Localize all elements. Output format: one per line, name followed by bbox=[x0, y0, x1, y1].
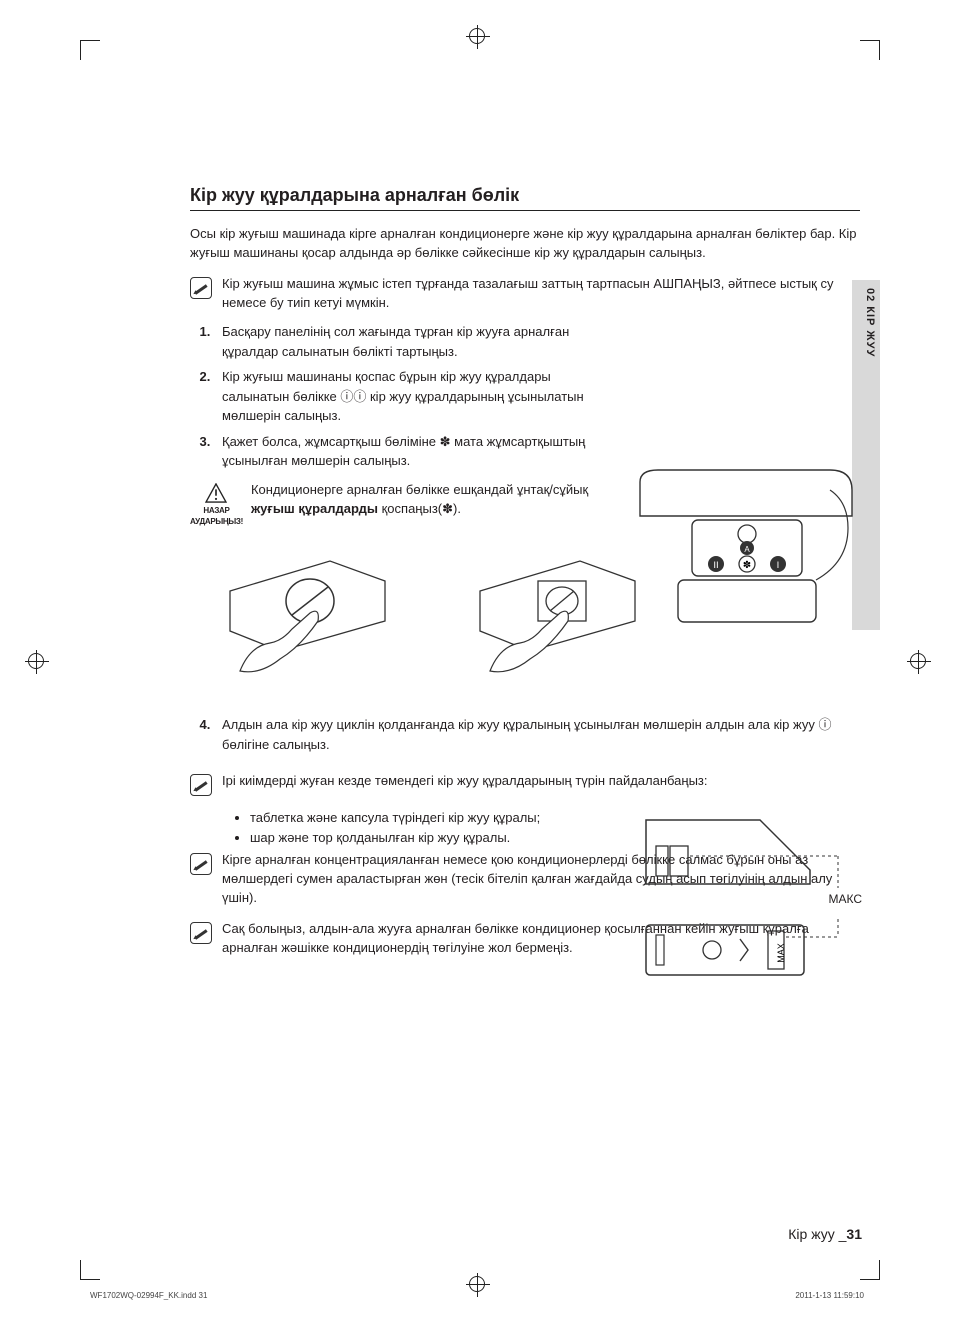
note-text-2: Ірі киімдерді жуған кезде төмендегі кір … bbox=[222, 772, 860, 796]
warning-triangle-icon bbox=[190, 483, 243, 503]
registration-mark-top bbox=[469, 28, 485, 44]
note-icon bbox=[190, 277, 212, 299]
note-icon bbox=[190, 922, 212, 944]
steps-list: Басқару панелінің сол жағында тұрған кір… bbox=[196, 322, 590, 471]
warning-row: НАЗАР АУДАРЫҢЫЗ! Кондиционерге арналған … bbox=[190, 481, 590, 527]
hand-figure-right bbox=[460, 551, 650, 691]
step-2: Кір жуғыш машинаны қоспас бұрын кір жуу … bbox=[214, 367, 590, 426]
svg-text:MAX: MAX bbox=[776, 943, 786, 963]
section-heading: Кір жуу құралдарына арналған бөлік bbox=[190, 185, 860, 211]
drawer-diagram-top bbox=[640, 814, 840, 892]
note-row-1: Кір жуғыш машина жұмыс істеп тұрғанда та… bbox=[190, 275, 860, 313]
svg-text:Ⅰ: Ⅰ bbox=[777, 560, 780, 570]
drawer-diagram-bottom: MAX bbox=[640, 919, 840, 983]
svg-text:A: A bbox=[744, 545, 750, 554]
svg-text:✽: ✽ bbox=[743, 560, 751, 571]
crop-mark-tr bbox=[860, 40, 880, 60]
note-icon bbox=[190, 853, 212, 875]
note-text-1: Кір жуғыш машина жұмыс істеп тұрғанда та… bbox=[222, 275, 860, 313]
warning-icon-block: НАЗАР АУДАРЫҢЫЗ! bbox=[190, 481, 243, 527]
maks-label: МАКС bbox=[828, 892, 862, 906]
steps-block: Басқару панелінің сол жағында тұрған кір… bbox=[190, 322, 590, 527]
steps-list-2: Алдын ала кір жуу циклін қолданғанда кір… bbox=[196, 715, 860, 754]
step-1: Басқару панелінің сол жағында тұрған кір… bbox=[214, 322, 590, 361]
step-4: Алдын ала кір жуу циклін қолданғанда кір… bbox=[214, 715, 860, 754]
page-footer: Кір жуу _31 bbox=[788, 1226, 862, 1242]
page-content: Кір жуу құралдарына арналған бөлік Осы к… bbox=[190, 185, 860, 969]
print-file-stamp: WF1702WQ-02994F_KK.indd 31 bbox=[90, 1291, 207, 1300]
side-tab-label: 02 КІР ЖУУ bbox=[864, 288, 876, 357]
page-number: 31 bbox=[846, 1226, 862, 1242]
crop-mark-tl bbox=[80, 40, 100, 60]
crop-mark-bl bbox=[80, 1260, 100, 1280]
intro-paragraph: Осы кір жуғыш машинада кірге арналған ко… bbox=[190, 225, 860, 263]
svg-text:ⅠⅠ: ⅠⅠ bbox=[713, 560, 718, 570]
step-3: Қажет болса, жұмсартқыш бөліміне ✽ мата … bbox=[214, 432, 590, 471]
note-icon bbox=[190, 774, 212, 796]
note-row-2: Ірі киімдерді жуған кезде төмендегі кір … bbox=[190, 772, 860, 796]
hand-figure-left bbox=[210, 551, 400, 691]
warning-text: Кондиционерге арналған бөлікке ешқандай … bbox=[251, 481, 590, 527]
crop-mark-br bbox=[860, 1260, 880, 1280]
registration-mark-left bbox=[28, 653, 44, 669]
washer-drawer-figure: A ⅠⅠ ✽ Ⅰ bbox=[630, 462, 860, 642]
warning-label: НАЗАР АУДАРЫҢЫЗ! bbox=[190, 505, 243, 527]
registration-mark-right bbox=[910, 653, 926, 669]
footer-text: Кір жуу _ bbox=[788, 1226, 846, 1242]
drawer-diagrams: МАКС MAX bbox=[640, 814, 860, 988]
registration-mark-bottom bbox=[469, 1276, 485, 1292]
print-date-stamp: 2011-1-13 11:59:10 bbox=[795, 1291, 864, 1300]
